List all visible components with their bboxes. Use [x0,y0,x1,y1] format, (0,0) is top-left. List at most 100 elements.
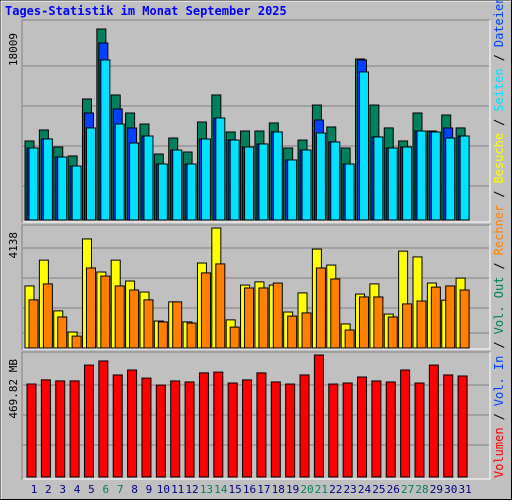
bar [387,316,398,349]
bar [315,132,326,221]
x-tick-label: 1 [31,483,38,496]
x-tick-label: 23 [344,483,357,496]
x-tick-label: 31 [458,483,471,496]
bar [256,372,267,478]
x-tick-label: 22 [329,483,342,496]
bar [85,267,96,349]
x-tick-label: 25 [372,483,385,496]
bar [71,165,82,221]
x-tick-label: 9 [146,483,153,496]
bar [26,383,37,478]
x-tick-label: 28 [415,483,428,496]
bar [287,315,298,349]
x-tick-label: 6 [103,483,110,496]
bar [344,163,355,221]
x-tick-label: 15 [229,483,242,496]
bar [315,267,326,349]
chart-title: Tages-Statistik im Monat September 2025 [5,4,287,18]
x-tick-label: 2 [45,483,52,496]
bar [42,283,53,349]
bar [186,163,197,221]
bar [402,303,413,349]
legend-separator: / [492,341,506,348]
y-tick-label: 469.82 MB [7,359,20,419]
x-tick-label: 14 [214,483,228,496]
x-tick-label: 27 [401,483,414,496]
bar [98,360,109,478]
bar [270,381,281,478]
bar [100,59,111,221]
bar [100,275,111,349]
bar [242,379,253,478]
x-tick-label: 10 [157,483,170,496]
bar [215,117,226,221]
bar [244,146,255,221]
x-tick-label: 17 [257,483,270,496]
bar [373,136,384,221]
bar [114,123,125,221]
bar [69,380,80,478]
y-tick-label: 4138 [7,232,20,259]
x-tick-label: 21 [315,483,328,496]
bar [213,371,224,478]
x-tick-label: 20 [300,483,313,496]
bar [172,301,183,349]
bar [359,296,370,349]
bar [129,289,140,349]
legend-entry: Vol. In [492,356,506,407]
legend-entry: Seiten [492,68,506,111]
bar [143,135,154,221]
bar [342,382,353,478]
bar [244,287,255,349]
x-tick-label: 3 [59,483,66,496]
x-tick-label: 11 [171,483,184,496]
bar [157,321,168,349]
bar [402,146,413,221]
bar [227,382,238,478]
bar [313,354,324,478]
panel-bevel [23,352,491,480]
bar [330,141,341,221]
bar [272,131,283,221]
bar [459,135,470,221]
bar [400,369,411,478]
y-tick-label: 18009 [7,33,20,66]
bar [414,382,425,478]
bar [387,147,398,221]
bar [344,329,355,349]
x-tick-label: 24 [358,483,372,496]
bar [200,272,211,349]
bar [443,374,454,478]
bar [445,285,456,349]
bar [57,316,68,349]
bar [301,149,312,221]
bar [445,137,456,221]
bar [285,383,296,478]
legend-separator: / [492,262,506,269]
bar [198,372,209,478]
bar [373,296,384,349]
bar [143,299,154,349]
legend-entry: Rechner [492,205,506,256]
panel-bevel [23,225,491,350]
bar [229,326,240,349]
bar [301,312,312,349]
bar [71,335,82,349]
bar [114,285,125,349]
legend-entry: Vol. Out [492,277,506,335]
bar [141,377,152,478]
bar [299,374,310,478]
legend-entry: Dateien [492,0,506,47]
x-tick-label: 18 [272,483,285,496]
x-tick-label: 30 [444,483,457,496]
bar [430,131,441,221]
bar [459,289,470,349]
legend-separator: / [492,119,506,126]
legend-separator: / [492,54,506,61]
bar [170,380,181,478]
bar [430,286,441,349]
x-tick-label: 5 [88,483,95,496]
legend-entry: Besuche [492,133,506,184]
